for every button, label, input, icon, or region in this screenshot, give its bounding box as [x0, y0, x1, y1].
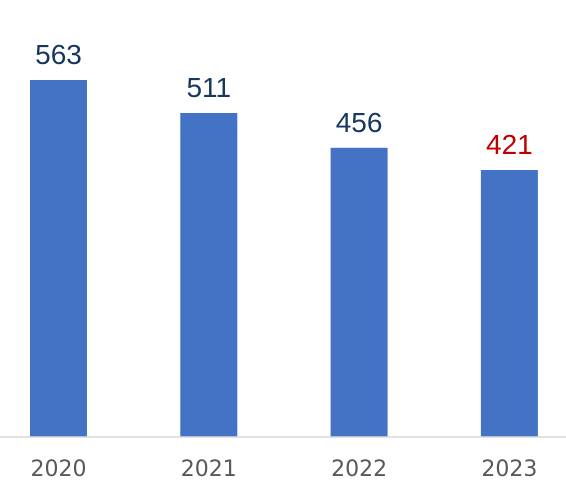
x-tick-label-2022: 2022: [331, 457, 387, 482]
bars-group: [30, 80, 538, 438]
x-tick-label-2021: 2021: [181, 457, 237, 482]
data-label-2020: 563: [35, 39, 82, 70]
data-labels-group: 563 511 456 421: [35, 39, 533, 160]
bar-2021: [180, 113, 238, 437]
x-tick-labels-group: 2020 2021 2022 2023: [31, 457, 538, 482]
data-label-2021: 511: [186, 72, 231, 103]
data-label-2022: 456: [336, 107, 383, 138]
bar-2022: [330, 147, 388, 438]
bar-2023: [480, 170, 538, 437]
x-tick-label-2023: 2023: [481, 457, 537, 482]
data-label-2023: 421: [486, 129, 533, 160]
x-tick-label-2020: 2020: [31, 457, 87, 482]
bar-2020: [30, 80, 87, 437]
